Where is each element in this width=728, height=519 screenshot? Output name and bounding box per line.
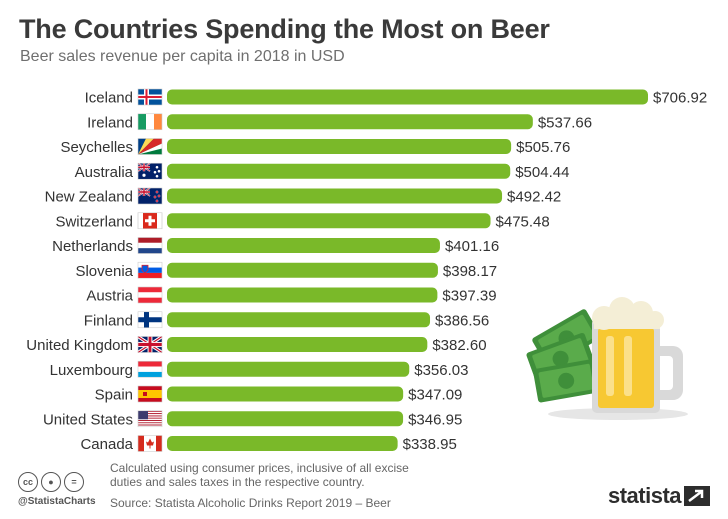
value-label: $401.16 — [445, 238, 499, 255]
category-label: Canada — [80, 436, 133, 453]
bar-row: Finland $386.56 — [84, 311, 489, 329]
bar-rows: Iceland $706.92 Ireland $537.66 Seychelles $5… — [26, 88, 707, 453]
bar — [167, 262, 438, 278]
source-note: Source: Statista Alcoholic Drinks Report… — [110, 496, 391, 510]
value-label: $475.48 — [496, 213, 550, 230]
category-label: Austria — [86, 288, 133, 305]
bar-row: United Kingdom $382.60 — [26, 335, 487, 354]
bar-row: Ireland $537.66 — [87, 113, 592, 131]
bar — [167, 436, 398, 451]
value-label: $505.76 — [516, 139, 570, 156]
category-label: Australia — [75, 164, 134, 181]
category-label: Ireland — [87, 114, 133, 131]
twitter-handle: @StatistaCharts — [18, 496, 96, 507]
canada-flag — [137, 435, 163, 452]
value-label: $347.09 — [408, 387, 462, 404]
bar-row: Spain $347.09 — [95, 385, 462, 404]
brand-logo: statista — [608, 483, 682, 508]
bar-row: Luxembourg $356.03 — [50, 360, 468, 379]
category-label: Netherlands — [52, 238, 133, 255]
value-label: $386.56 — [435, 312, 489, 329]
ireland-flag — [137, 113, 163, 131]
bar — [167, 139, 512, 154]
bar — [167, 411, 404, 427]
spain-flag — [137, 385, 163, 403]
category-label: United States — [43, 411, 133, 428]
beer-mug-with-money-icon — [526, 297, 688, 420]
bar — [167, 386, 404, 402]
australia-flag — [137, 162, 163, 180]
value-label: $492.42 — [507, 189, 561, 206]
category-label: New Zealand — [45, 189, 133, 206]
united-kingdom-flag — [137, 335, 163, 354]
new-zealand-flag — [137, 187, 163, 205]
footnote: Calculated using consumer prices, inclus… — [110, 461, 409, 489]
bar-row: Australia $504.44 — [75, 162, 569, 181]
bar-row: Canada $338.95 — [80, 435, 457, 453]
category-label: Switzerland — [55, 213, 133, 230]
bar-row: Switzerland $475.48 — [55, 212, 550, 230]
category-label: Iceland — [85, 90, 133, 107]
cc-icon: cc — [18, 472, 38, 492]
brand-arrow-icon — [684, 486, 710, 506]
value-label: $397.39 — [442, 288, 496, 305]
category-label: Slovenia — [75, 263, 133, 280]
bar — [167, 114, 533, 130]
bar — [167, 238, 440, 253]
value-label: $537.66 — [538, 114, 592, 131]
license-icons: cc ● = — [18, 472, 84, 492]
bar-row: Austria $397.39 — [86, 286, 497, 305]
value-label: $346.95 — [408, 411, 462, 428]
value-label: $398.17 — [443, 263, 497, 280]
category-label: United Kingdom — [26, 337, 133, 354]
bar — [167, 213, 491, 229]
value-label: $706.92 — [653, 90, 707, 107]
slovenia-flag — [137, 261, 163, 279]
value-label: $504.44 — [515, 164, 569, 181]
bar-row: Iceland $706.92 — [85, 88, 707, 107]
bar — [167, 188, 503, 204]
bar — [167, 361, 410, 377]
value-label: $382.60 — [432, 337, 486, 354]
finland-flag — [137, 311, 163, 329]
category-label: Spain — [95, 387, 133, 404]
seychelles-flag — [137, 138, 163, 155]
bar — [167, 287, 438, 303]
bar — [167, 89, 648, 105]
bar — [167, 163, 511, 179]
bar-row: United States $346.95 — [43, 410, 462, 428]
bar-row: New Zealand $492.42 — [45, 187, 561, 206]
bar-row: Seychelles $505.76 — [60, 138, 570, 156]
value-label: $338.95 — [403, 436, 457, 453]
chart-subtitle: Beer sales revenue per capita in 2018 in… — [20, 48, 345, 65]
nd-icon: = — [64, 472, 84, 492]
bar-row: Netherlands $401.16 — [52, 237, 499, 255]
iceland-flag — [137, 88, 163, 106]
netherlands-flag — [137, 237, 163, 254]
bar — [167, 312, 431, 328]
luxembourg-flag — [137, 360, 163, 378]
chart-title: The Countries Spending the Most on Beer — [19, 14, 550, 44]
category-label: Finland — [84, 312, 133, 329]
bar — [167, 337, 428, 352]
united-states-flag — [137, 410, 163, 428]
category-label: Luxembourg — [50, 362, 133, 379]
switzerland-flag — [137, 212, 163, 230]
category-label: Seychelles — [60, 139, 133, 156]
bar-row: Slovenia $398.17 — [75, 261, 497, 280]
value-label: $356.03 — [414, 362, 468, 379]
by-icon: ● — [41, 472, 61, 492]
austria-flag — [137, 286, 163, 304]
